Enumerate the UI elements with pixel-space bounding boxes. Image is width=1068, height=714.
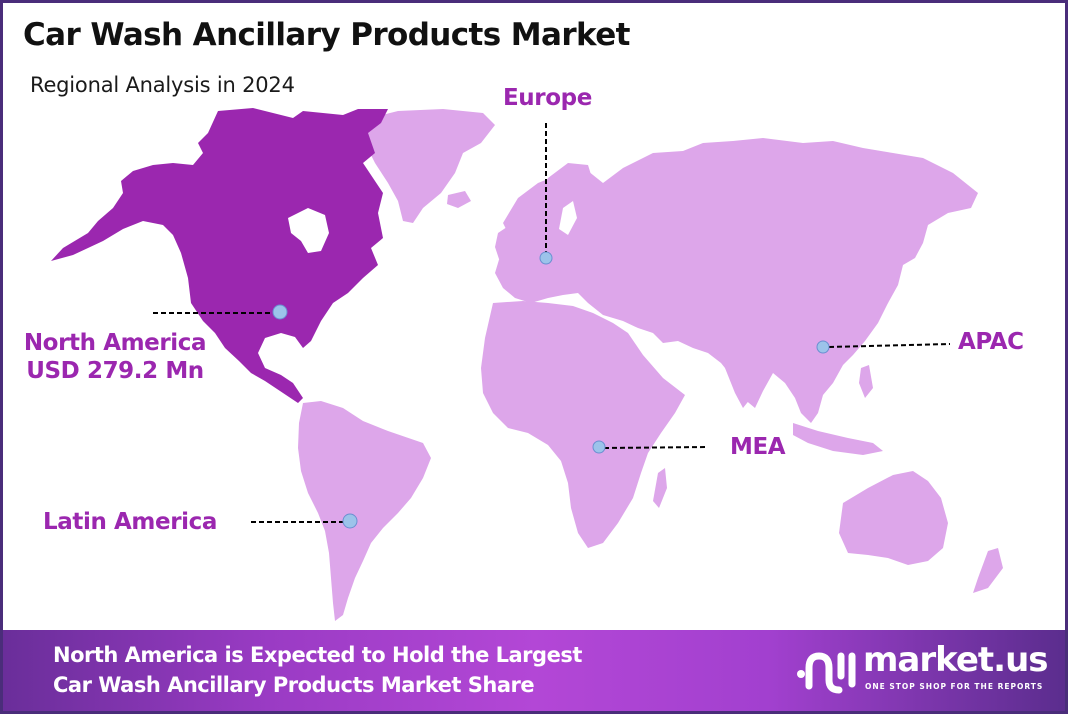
apac-marker[interactable]	[816, 340, 830, 354]
eurasia-shape	[495, 138, 978, 423]
mea-leader-line	[603, 446, 709, 449]
europe-marker[interactable]	[539, 251, 553, 265]
iceland-shape	[447, 191, 471, 208]
latin-america-label: Latin America	[43, 509, 217, 535]
footer-message: North America is Expected to Hold the La…	[53, 640, 582, 700]
japan-shape	[871, 253, 898, 315]
market-us-logo-icon	[797, 652, 856, 694]
page-subtitle: Regional Analysis in 2024	[30, 73, 295, 97]
north-america-marker[interactable]	[272, 304, 288, 320]
scandinavia-shape	[533, 163, 593, 243]
footer-line-2: Car Wash Ancillary Products Market Share	[53, 673, 535, 697]
indonesia-shape	[793, 423, 883, 455]
baltic-sea	[559, 201, 577, 235]
logo-wordmark: market.us	[863, 640, 1049, 680]
europe-label: Europe	[503, 85, 592, 111]
north-america-value: USD 279.2 Mn	[26, 358, 204, 384]
mea-label: MEA	[730, 434, 786, 460]
page-title: Car Wash Ancillary Products Market	[23, 17, 630, 53]
apac-leader-line	[828, 343, 951, 348]
latin-america-marker[interactable]	[342, 513, 358, 529]
mea-marker[interactable]	[592, 440, 606, 454]
philippines-shape	[859, 365, 873, 398]
hudson-bay	[288, 208, 329, 253]
apac-label: APAC	[958, 329, 1024, 355]
uk-shape	[495, 225, 517, 261]
australia-shape	[839, 471, 948, 565]
footer-line-1: North America is Expected to Hold the La…	[53, 643, 582, 667]
india-shape	[723, 333, 768, 408]
logo-tagline: ONE STOP SHOP FOR THE REPORTS	[865, 682, 1044, 691]
footer-banner: North America is Expected to Hold the La…	[3, 630, 1065, 711]
south-america-shape	[298, 401, 431, 621]
new-zealand-shape	[973, 548, 1003, 593]
north-america-shape[interactable]	[51, 108, 388, 403]
gulf-of-mexico	[261, 341, 299, 369]
market-us-logo[interactable]: market.us ONE STOP SHOP FOR THE REPORTS	[795, 640, 1049, 700]
greenland-shape	[358, 109, 495, 223]
madagascar-shape	[653, 468, 667, 508]
world-map	[51, 108, 1003, 621]
north-america-label: North America USD 279.2 Mn	[17, 329, 213, 385]
africa-shape	[481, 301, 685, 548]
north-america-name: North America	[23, 330, 207, 356]
